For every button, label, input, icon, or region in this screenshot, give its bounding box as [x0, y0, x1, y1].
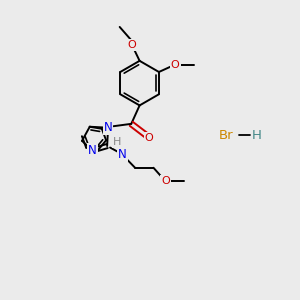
Text: H: H: [112, 137, 121, 148]
Text: H: H: [252, 129, 262, 142]
Text: O: O: [145, 133, 154, 143]
Text: N: N: [118, 148, 127, 161]
Text: Br: Br: [218, 129, 233, 142]
Text: N: N: [88, 144, 97, 157]
Text: O: O: [128, 40, 136, 50]
Text: O: O: [161, 176, 170, 186]
Text: N: N: [104, 121, 112, 134]
Text: O: O: [171, 59, 180, 70]
